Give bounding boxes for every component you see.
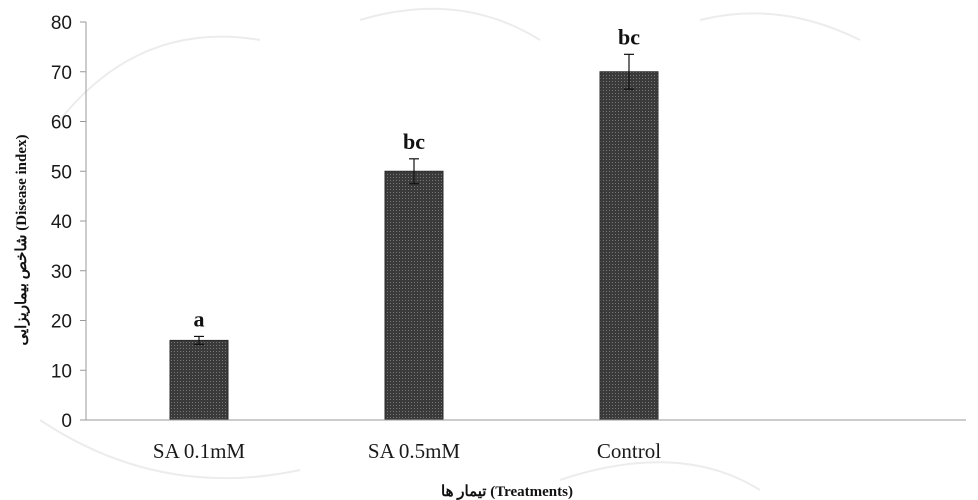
bars	[169, 71, 659, 421]
significance-label: a	[194, 306, 205, 331]
significance-labels: a bc bc	[194, 24, 641, 331]
x-axis-title: تیمار ها (Treatments)	[441, 484, 573, 500]
y-tick-label: 20	[51, 312, 72, 333]
x-tick-label: SA 0.1mM	[153, 439, 246, 463]
y-tick-label: 60	[51, 113, 72, 134]
y-tick-label: 0	[61, 411, 72, 432]
bar	[599, 71, 659, 421]
bar	[384, 170, 444, 421]
y-tick-label: 80	[51, 13, 72, 34]
y-tick-label: 70	[51, 63, 72, 84]
y-axis-title: شاخص بیماریزایی (Disease index)	[14, 134, 30, 345]
x-tick-label: SA 0.5mM	[368, 439, 461, 463]
y-tick-label: 30	[51, 262, 72, 283]
significance-label: bc	[618, 24, 640, 49]
bar	[169, 339, 229, 421]
y-tick-label: 40	[51, 212, 72, 233]
significance-label: bc	[403, 129, 425, 154]
x-tick-label: Control	[597, 439, 661, 463]
x-axis-ticks: SA 0.1mM SA 0.5mM Control	[153, 439, 661, 463]
y-axis-ticks: 0 10 20 30 40 50 60 70 80	[51, 13, 86, 432]
error-bars	[194, 53, 634, 345]
y-tick-label: 50	[51, 162, 72, 183]
y-tick-label: 10	[51, 361, 72, 382]
watermark-arcs	[39, 7, 861, 491]
